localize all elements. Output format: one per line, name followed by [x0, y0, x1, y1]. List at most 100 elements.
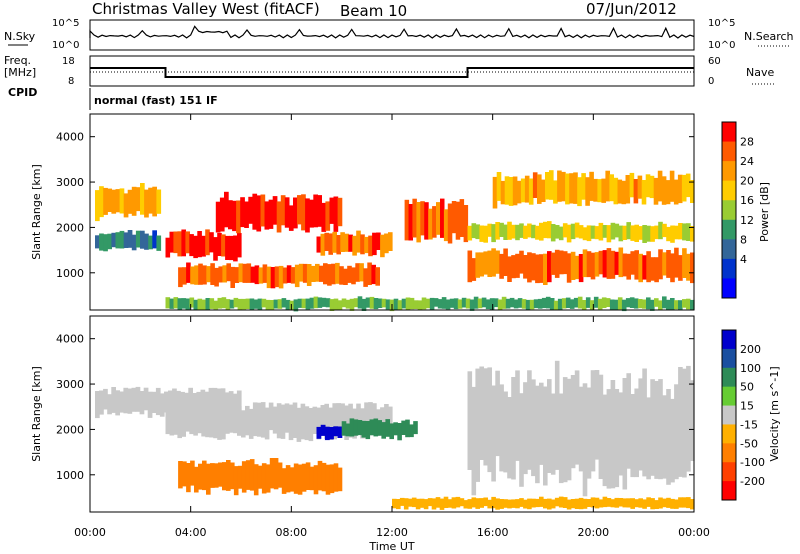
- heatmap-cell: [257, 465, 263, 489]
- heatmap-cell: [531, 498, 536, 508]
- heatmap-cell: [403, 498, 409, 510]
- heatmap-cell: [654, 381, 659, 479]
- colorbar-swatch: [722, 258, 736, 279]
- heatmap-cell: [500, 180, 506, 205]
- heatmap-cell: [380, 234, 385, 258]
- heatmap-cell: [622, 253, 628, 277]
- heatmap-cell: [503, 391, 508, 473]
- heatmap-cell: [539, 496, 544, 507]
- heatmap-cell: [650, 257, 655, 281]
- heatmap-cell: [351, 267, 356, 285]
- heatmap-cell: [269, 458, 275, 489]
- heatmap-cell: [230, 462, 235, 490]
- heatmap-cell: [95, 190, 100, 222]
- heatmap-cell: [586, 251, 592, 278]
- heatmap-cell: [213, 237, 218, 261]
- heatmap-cell: [296, 407, 302, 442]
- heatmap-cell: [535, 498, 540, 508]
- heatmap-cell: [281, 468, 287, 494]
- x-tick-label: 00:00: [74, 526, 106, 539]
- heatmap-cell: [541, 179, 546, 202]
- heatmap-cell: [282, 267, 288, 284]
- heatmap-cell: [527, 370, 532, 470]
- heatmap-cell: [550, 252, 556, 275]
- noise-trace: [89, 25, 695, 39]
- heatmap-cell: [242, 263, 248, 283]
- heatmap-cell: [558, 250, 564, 275]
- heatmap-cell: [497, 299, 503, 311]
- heatmap-cell: [212, 387, 218, 410]
- heatmap-cell: [148, 235, 153, 250]
- heatmap-cell: [294, 264, 300, 288]
- heatmap-cell: [356, 230, 361, 253]
- heatmap-cell: [206, 266, 211, 283]
- heatmap-cell: [569, 299, 575, 309]
- beam-label: Beam 10: [340, 2, 407, 20]
- heatmap-cell: [413, 421, 418, 435]
- heatmap-cell: [139, 391, 145, 415]
- heatmap-cell: [361, 298, 367, 311]
- y-tick-label: 2000: [56, 423, 84, 436]
- heatmap-cell: [372, 232, 377, 256]
- heatmap-cell: [376, 232, 381, 250]
- heatmap-cell: [481, 297, 487, 308]
- heatmap-cell: [241, 410, 246, 438]
- heatmap-cell: [431, 498, 437, 510]
- heatmap-cell: [491, 496, 496, 509]
- colorbar-tick-label: 15: [740, 400, 754, 413]
- heatmap-cell: [524, 175, 530, 203]
- heatmap-cell: [531, 253, 536, 281]
- heatmap-cell: [507, 221, 512, 240]
- heatmap-cell: [181, 229, 186, 257]
- heatmap-cell: [543, 221, 548, 239]
- heatmap-cell: [226, 263, 231, 282]
- x-tick-label: 20:00: [577, 526, 609, 539]
- heatmap-cell: [479, 366, 484, 460]
- heatmap-cell: [451, 497, 457, 509]
- heatmap-cell: [641, 180, 647, 205]
- heatmap-cell: [143, 387, 149, 411]
- heatmap-cell: [156, 189, 162, 214]
- heatmap-cell: [169, 298, 175, 309]
- heatmap-cell: [491, 248, 496, 277]
- heatmap-cell: [503, 499, 508, 508]
- heatmap-cell: [304, 406, 310, 441]
- heatmap-cell: [477, 298, 483, 309]
- heatmap-cell: [225, 401, 230, 434]
- heatmap-cell: [633, 298, 639, 309]
- colorbar-tick-label: 8: [740, 233, 747, 246]
- heatmap-cell: [164, 391, 169, 413]
- colorbar-swatch: [722, 386, 736, 407]
- heatmap-cell: [459, 498, 465, 507]
- heatmap-cell: [554, 225, 560, 239]
- heatmap-cell: [413, 300, 419, 309]
- heatmap-cell: [111, 387, 116, 413]
- heatmap-cell: [650, 226, 655, 242]
- heatmap-cell: [181, 401, 186, 437]
- heatmap-cell: [341, 298, 347, 308]
- colorbar-tick-label: -100: [740, 456, 765, 469]
- velocity-colorbar: 200 100 50 15 -15 -50 -100 -200: [721, 329, 765, 501]
- heatmap-cell: [95, 235, 100, 249]
- heatmap-cell: [353, 298, 359, 308]
- heatmap-cell: [348, 234, 353, 252]
- heatmap-cell: [445, 299, 451, 310]
- colorbar-tick-label: 50: [740, 381, 754, 394]
- heatmap-cell: [674, 384, 679, 480]
- heatmap-cell: [215, 201, 221, 233]
- heatmap-cell: [475, 498, 480, 509]
- heatmap-cell: [690, 499, 695, 510]
- heatmap-cell: [565, 173, 570, 205]
- cpid-mode-text: normal (fast) 151 IF: [94, 94, 218, 107]
- heatmap-cell: [662, 252, 667, 276]
- heatmap-cell: [364, 402, 369, 435]
- heatmap-cell: [229, 235, 234, 261]
- heatmap-cell: [597, 298, 603, 310]
- heatmap-cell: [553, 180, 558, 204]
- heatmap-cell: [313, 194, 318, 228]
- heatmap-cell: [281, 298, 287, 308]
- heatmap-cell: [625, 298, 631, 308]
- heatmap-cell: [261, 298, 267, 308]
- heatmap-cell: [585, 177, 590, 206]
- heatmap-cell: [261, 463, 267, 494]
